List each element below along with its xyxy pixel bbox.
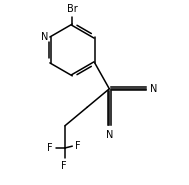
Text: F: F (47, 143, 53, 153)
Text: N: N (41, 32, 48, 42)
Text: Br: Br (67, 4, 78, 14)
Text: N: N (150, 84, 157, 94)
Text: N: N (106, 130, 113, 139)
Text: F: F (61, 161, 67, 171)
Text: F: F (75, 141, 81, 151)
